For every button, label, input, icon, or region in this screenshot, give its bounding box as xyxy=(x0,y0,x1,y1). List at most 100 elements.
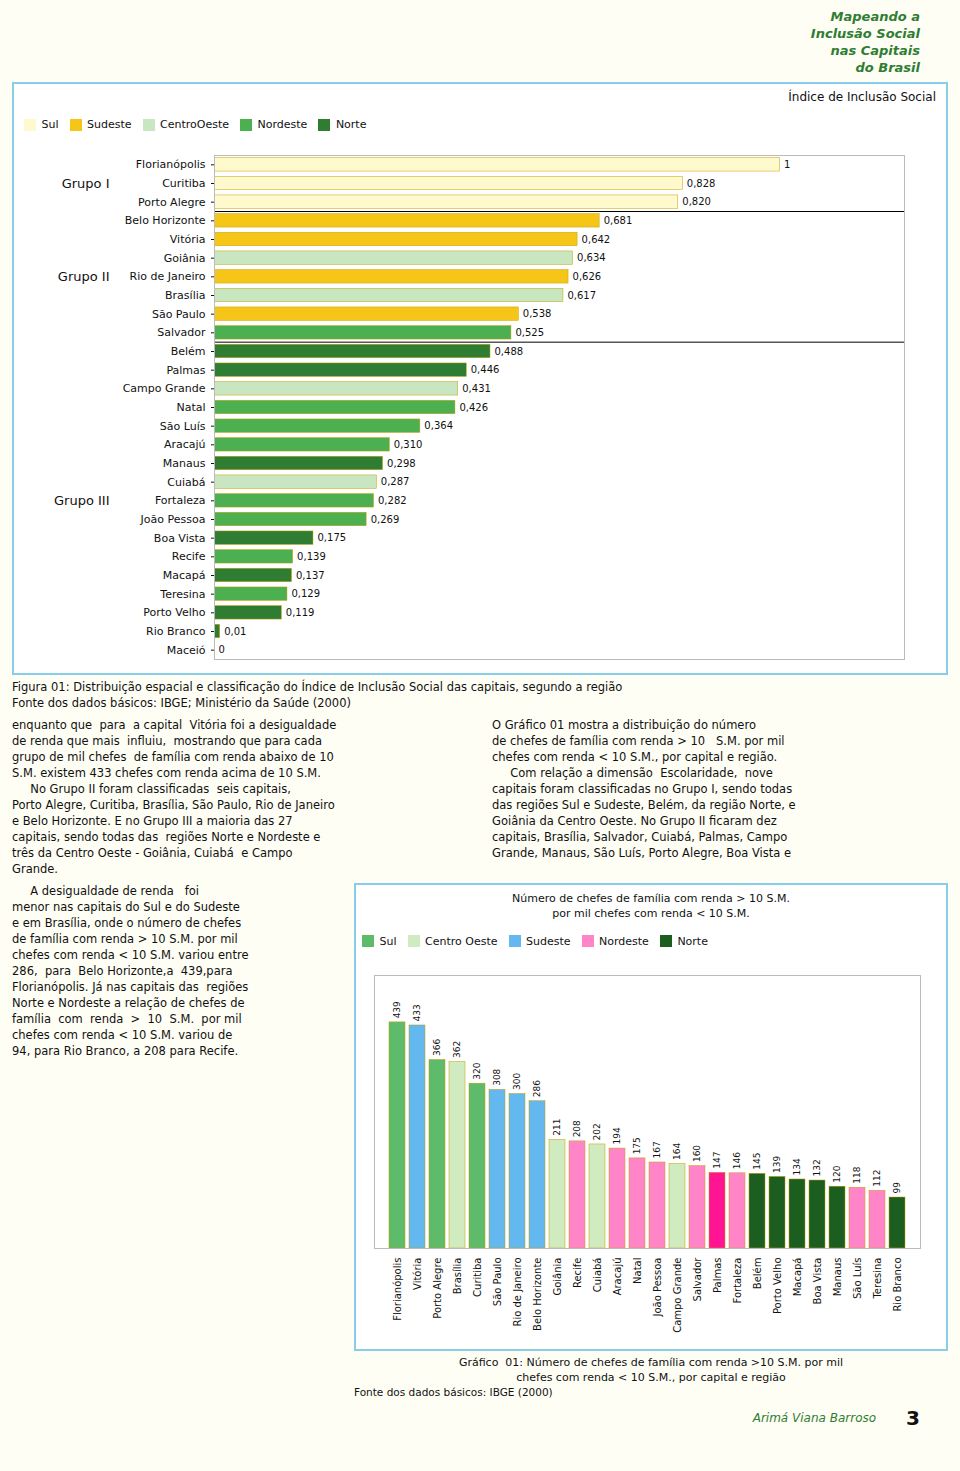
svg-text:Brasília: Brasília xyxy=(452,1258,463,1295)
svg-text:145: 145 xyxy=(752,1153,762,1170)
svg-text:132: 132 xyxy=(812,1159,822,1176)
svg-text:Maceió: Maceió xyxy=(167,643,206,656)
svg-text:0,137: 0,137 xyxy=(296,569,325,580)
svg-text:Boa Vista: Boa Vista xyxy=(154,531,206,544)
svg-text:300: 300 xyxy=(512,1073,522,1090)
svg-text:139: 139 xyxy=(772,1155,782,1172)
svg-text:167: 167 xyxy=(652,1141,662,1158)
svg-text:0,310: 0,310 xyxy=(394,439,423,450)
svg-text:Belém: Belém xyxy=(171,345,206,358)
svg-text:Rio Branco: Rio Branco xyxy=(892,1258,903,1312)
svg-text:0,175: 0,175 xyxy=(317,532,346,543)
svg-text:99: 99 xyxy=(892,1182,902,1194)
svg-text:Vitória: Vitória xyxy=(412,1258,423,1290)
svg-text:Manaus: Manaus xyxy=(832,1258,843,1297)
svg-text:0,642: 0,642 xyxy=(582,233,611,244)
svg-text:134: 134 xyxy=(792,1158,802,1175)
svg-text:112: 112 xyxy=(872,1170,882,1187)
svg-text:Manaus: Manaus xyxy=(163,457,206,470)
svg-text:Curitiba: Curitiba xyxy=(162,177,205,190)
svg-text:0,282: 0,282 xyxy=(378,495,407,506)
svg-text:0,269: 0,269 xyxy=(371,513,400,524)
svg-text:194: 194 xyxy=(612,1127,622,1144)
svg-text:Aracajú: Aracajú xyxy=(612,1258,623,1296)
svg-text:0,446: 0,446 xyxy=(471,364,500,375)
svg-text:João Pessoa: João Pessoa xyxy=(652,1258,663,1318)
svg-text:Porto Velho: Porto Velho xyxy=(143,606,205,619)
svg-text:0,634: 0,634 xyxy=(577,252,606,263)
svg-text:286: 286 xyxy=(532,1080,542,1097)
svg-text:Rio Branco: Rio Branco xyxy=(146,625,206,638)
svg-text:0,617: 0,617 xyxy=(567,289,596,300)
svg-text:Salvador: Salvador xyxy=(157,326,206,339)
svg-text:Boa Vista: Boa Vista xyxy=(812,1258,823,1305)
svg-text:0,820: 0,820 xyxy=(682,196,711,207)
svg-text:0,681: 0,681 xyxy=(604,215,633,226)
svg-text:Natal: Natal xyxy=(176,401,205,414)
svg-text:147: 147 xyxy=(712,1152,722,1169)
svg-text:146: 146 xyxy=(732,1152,742,1169)
svg-text:Grupo I: Grupo I xyxy=(62,175,110,190)
svg-text:Campo Grande: Campo Grande xyxy=(123,382,206,395)
svg-text:0,129: 0,129 xyxy=(291,588,320,599)
svg-text:211: 211 xyxy=(552,1119,562,1136)
svg-text:Belo Horizonte: Belo Horizonte xyxy=(125,214,206,227)
svg-text:Cuiabá: Cuiabá xyxy=(167,475,205,488)
svg-text:São Paulo: São Paulo xyxy=(492,1258,503,1307)
svg-text:0,525: 0,525 xyxy=(515,327,544,338)
svg-text:Porto Alegre: Porto Alegre xyxy=(138,195,206,208)
svg-text:Goiânia: Goiânia xyxy=(552,1258,563,1296)
svg-text:320: 320 xyxy=(472,1062,482,1079)
svg-text:439: 439 xyxy=(392,1001,402,1018)
svg-text:1: 1 xyxy=(784,159,790,170)
svg-text:Florianópolis: Florianópolis xyxy=(136,158,206,171)
svg-text:0,119: 0,119 xyxy=(286,607,315,618)
svg-text:0,488: 0,488 xyxy=(495,345,524,356)
svg-text:202: 202 xyxy=(592,1123,602,1140)
svg-text:175: 175 xyxy=(632,1137,642,1154)
svg-text:Rio de Janeiro: Rio de Janeiro xyxy=(512,1258,523,1327)
svg-text:0,431: 0,431 xyxy=(462,383,491,394)
svg-text:Florianópolis: Florianópolis xyxy=(392,1258,403,1321)
svg-text:Fortaleza: Fortaleza xyxy=(732,1258,743,1304)
svg-text:Belém: Belém xyxy=(752,1258,763,1290)
svg-text:Fortaleza: Fortaleza xyxy=(155,494,206,507)
svg-text:366: 366 xyxy=(432,1039,442,1056)
svg-text:208: 208 xyxy=(572,1120,582,1137)
svg-text:118: 118 xyxy=(852,1166,862,1183)
svg-text:Recife: Recife xyxy=(572,1258,583,1289)
svg-text:0,287: 0,287 xyxy=(381,476,410,487)
svg-text:0,426: 0,426 xyxy=(459,401,488,412)
svg-text:362: 362 xyxy=(452,1041,462,1058)
svg-text:0,139: 0,139 xyxy=(297,551,326,562)
svg-text:Rio de Janeiro: Rio de Janeiro xyxy=(130,270,206,283)
svg-text:Macapá: Macapá xyxy=(792,1258,803,1297)
svg-text:Recife: Recife xyxy=(172,550,206,563)
svg-text:0,538: 0,538 xyxy=(523,308,552,319)
svg-text:Brasília: Brasília xyxy=(165,289,205,302)
svg-text:São Luís: São Luís xyxy=(852,1258,863,1300)
svg-text:Curitiba: Curitiba xyxy=(472,1258,483,1297)
svg-text:433: 433 xyxy=(412,1004,422,1021)
svg-text:308: 308 xyxy=(492,1068,502,1085)
svg-text:0,626: 0,626 xyxy=(573,271,602,282)
svg-text:Teresina: Teresina xyxy=(872,1258,883,1300)
svg-text:160: 160 xyxy=(692,1145,702,1162)
svg-text:Teresina: Teresina xyxy=(159,587,205,600)
svg-text:Palmas: Palmas xyxy=(166,363,205,376)
svg-text:Macapá: Macapá xyxy=(163,569,206,582)
svg-text:Grupo III: Grupo III xyxy=(54,492,110,507)
svg-text:Goiânia: Goiânia xyxy=(164,251,206,264)
svg-text:164: 164 xyxy=(672,1143,682,1160)
svg-text:Porto Alegre: Porto Alegre xyxy=(432,1258,443,1319)
svg-text:Grupo II: Grupo II xyxy=(58,268,110,283)
svg-text:0,01: 0,01 xyxy=(224,625,246,636)
svg-text:Palmas: Palmas xyxy=(712,1258,723,1294)
svg-text:Porto Velho: Porto Velho xyxy=(772,1258,783,1315)
svg-text:0,364: 0,364 xyxy=(424,420,453,431)
svg-text:Vitória: Vitória xyxy=(170,233,206,246)
svg-text:Natal: Natal xyxy=(632,1258,643,1284)
svg-text:Belo Horizonte: Belo Horizonte xyxy=(532,1258,543,1331)
svg-text:0,828: 0,828 xyxy=(687,177,716,188)
svg-text:120: 120 xyxy=(832,1165,842,1182)
